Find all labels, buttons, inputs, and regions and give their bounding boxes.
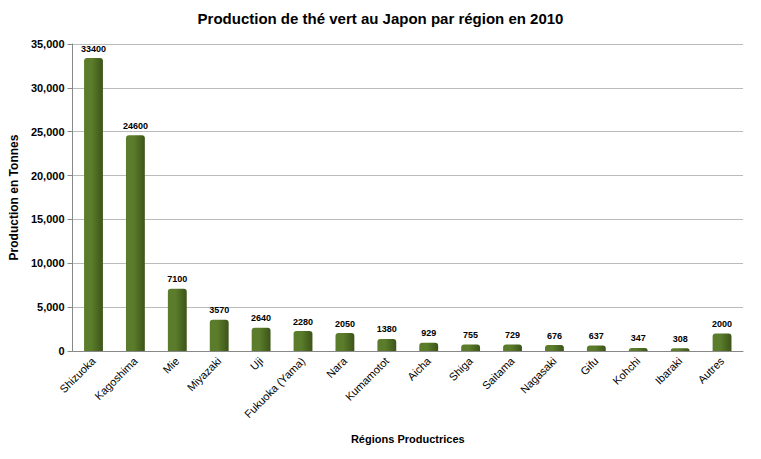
svg-text:1380: 1380 (377, 324, 397, 334)
svg-text:729: 729 (505, 330, 520, 340)
svg-text:2280: 2280 (293, 317, 313, 327)
svg-text:20,000: 20,000 (31, 170, 65, 182)
svg-text:755: 755 (463, 330, 478, 340)
svg-text:15,000: 15,000 (31, 213, 65, 225)
svg-text:2640: 2640 (251, 313, 271, 323)
svg-text:Nara: Nara (324, 354, 350, 380)
svg-text:24600: 24600 (123, 121, 148, 131)
svg-text:30,000: 30,000 (31, 82, 65, 94)
svg-text:347: 347 (631, 333, 646, 343)
svg-text:Aicha: Aicha (405, 354, 434, 383)
svg-text:Kumamotot: Kumamotot (343, 355, 391, 403)
svg-text:5,000: 5,000 (37, 301, 65, 313)
svg-text:Production en Tonnes: Production en Tonnes (7, 134, 21, 260)
svg-text:7100: 7100 (167, 274, 187, 284)
svg-text:Ibaraki: Ibaraki (653, 355, 685, 387)
svg-text:Uji: Uji (248, 355, 266, 373)
svg-text:Kohchi: Kohchi (610, 355, 642, 387)
svg-text:2050: 2050 (335, 319, 355, 329)
svg-text:Mie: Mie (161, 355, 182, 376)
svg-text:Production de thé vert au Japo: Production de thé vert au Japon par régi… (198, 10, 564, 27)
svg-text:Nagasaki: Nagasaki (518, 355, 559, 396)
svg-text:2000: 2000 (712, 319, 732, 329)
svg-text:Saitama: Saitama (480, 354, 518, 392)
svg-text:Shizuoka: Shizuoka (57, 354, 98, 395)
svg-text:Miyazaki: Miyazaki (185, 355, 224, 394)
svg-text:Autres: Autres (695, 354, 726, 385)
svg-text:Régions Productrices: Régions Productrices (351, 433, 465, 445)
svg-text:308: 308 (673, 334, 688, 344)
svg-text:35,000: 35,000 (31, 38, 65, 50)
svg-text:0: 0 (58, 345, 64, 357)
svg-text:676: 676 (547, 331, 562, 341)
svg-text:25,000: 25,000 (31, 126, 65, 138)
svg-text:929: 929 (421, 328, 436, 338)
svg-text:Kagoshima: Kagoshima (92, 354, 140, 402)
svg-text:637: 637 (589, 331, 604, 341)
svg-text:Fukuoka (Yama): Fukuoka (Yama) (242, 355, 307, 420)
svg-text:3570: 3570 (209, 305, 229, 315)
svg-text:33400: 33400 (81, 44, 106, 54)
svg-text:Gifu: Gifu (578, 355, 601, 378)
svg-text:10,000: 10,000 (31, 257, 65, 269)
svg-text:Shiga: Shiga (447, 354, 476, 383)
